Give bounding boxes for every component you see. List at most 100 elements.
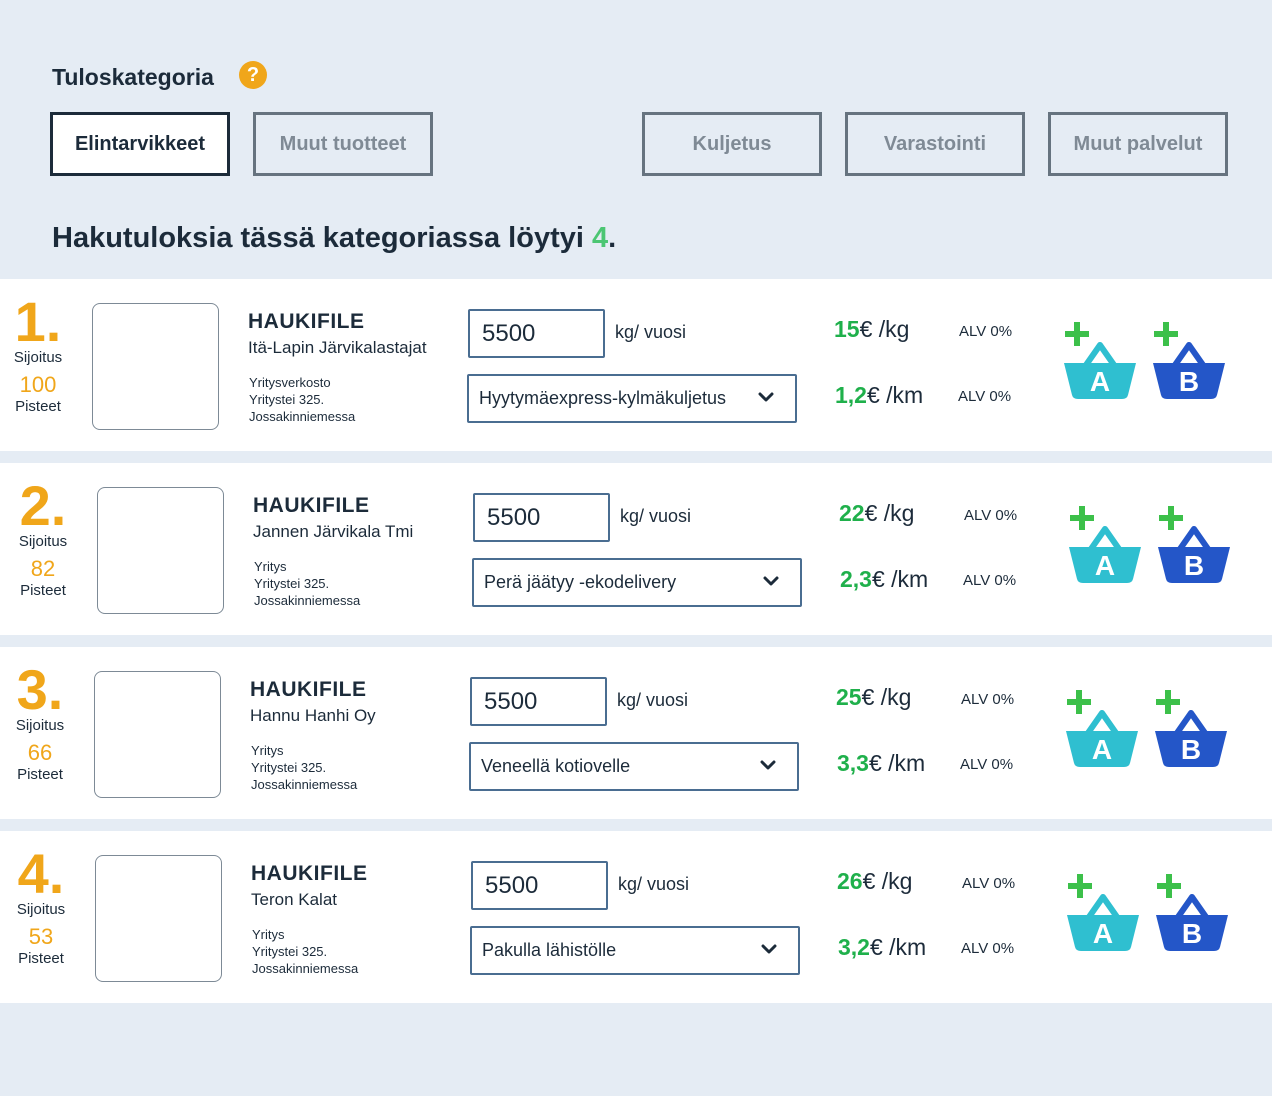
company-name: Jannen Järvikala Tmi <box>253 522 414 541</box>
chevron-down-icon <box>760 760 776 770</box>
delivery-select[interactable]: Perä jäätyy -ekodelivery <box>472 558 802 607</box>
rank-block: 3. Sijoitus 66 Pisteet <box>10 658 70 784</box>
quantity-input[interactable]: 5500 <box>473 493 610 542</box>
add-to-basket-a-button[interactable]: A <box>1067 503 1143 585</box>
basket-a-letter: A <box>1095 550 1115 581</box>
basket-a-icon: A <box>1067 506 1143 585</box>
plus-icon <box>1159 506 1183 530</box>
rank-label: Sijoitus <box>15 717 65 734</box>
address-line-1: Yritys <box>252 927 285 942</box>
result-card: 2. Sijoitus 82 Pisteet HAUKIFILE Jannen … <box>0 463 1272 635</box>
delivery-select-value: Pakulla lähistölle <box>482 940 617 960</box>
basket-b-icon: B <box>1153 690 1229 769</box>
currency-symbol: € <box>861 684 875 710</box>
address-line-2: Yritystei 325. <box>254 576 330 591</box>
address-line-1: Yritysverkosto <box>249 375 331 390</box>
add-to-basket-a-button[interactable]: A <box>1062 319 1138 401</box>
tab-elintarvikkeet[interactable]: Elintarvikkeet <box>50 112 230 176</box>
unit-km: /km <box>879 382 924 408</box>
product-name: HAUKIFILE <box>250 678 367 701</box>
tab-kuljetus[interactable]: Kuljetus <box>642 112 822 176</box>
unit-kg: /kg <box>872 316 910 342</box>
quantity-input[interactable]: 5500 <box>471 861 608 910</box>
basket-b-icon: B <box>1154 874 1230 953</box>
address-line-1: Yritys <box>251 743 284 758</box>
price-kg-value: 26 <box>837 868 863 894</box>
vat-label: ALV 0% <box>959 323 1013 340</box>
product-name: HAUKIFILE <box>251 862 368 885</box>
address-line-3: Jossakinniemessa <box>252 961 359 976</box>
results-count-number: 4 <box>591 222 609 254</box>
points-label: Pisteet <box>18 950 64 967</box>
price-km-value: 1,2 <box>835 382 867 408</box>
points-value: 82 <box>30 556 56 581</box>
rank-number: 2. <box>19 474 67 537</box>
company-logo <box>97 487 224 614</box>
points-value: 100 <box>19 372 57 397</box>
add-to-basket-a-button[interactable]: A <box>1064 687 1140 769</box>
vat-label: ALV 0% <box>961 940 1015 957</box>
quantity-input[interactable]: 5500 <box>470 677 607 726</box>
unit-km: /km <box>884 566 929 592</box>
tab-muut-palvelut[interactable]: Muut palvelut <box>1048 112 1228 176</box>
basket-a-icon: A <box>1062 322 1138 401</box>
rank-label: Sijoitus <box>18 533 68 550</box>
quantity-unit: kg/ vuosi <box>615 322 687 342</box>
result-card: 1. Sijoitus 100 Pisteet HAUKIFILE Itä-La… <box>0 279 1272 451</box>
vat-label: ALV 0% <box>961 691 1015 708</box>
quantity-unit: kg/ vuosi <box>617 690 689 710</box>
rank-number: 1. <box>14 290 62 353</box>
delivery-select-value: Veneellä kotiovelle <box>481 756 631 776</box>
basket-a-icon: A <box>1065 874 1141 953</box>
address-line-2: Yritystei 325. <box>251 760 327 775</box>
currency-symbol: € <box>871 566 885 592</box>
add-to-basket-a-button[interactable]: A <box>1065 871 1141 953</box>
result-card: 3. Sijoitus 66 Pisteet HAUKIFILE Hannu H… <box>0 647 1272 819</box>
add-to-basket-b-button[interactable]: B <box>1153 687 1229 769</box>
unit-km: /km <box>881 750 926 776</box>
delivery-select[interactable]: Pakulla lähistölle <box>470 926 800 975</box>
price-kg-value: 22 <box>839 500 865 526</box>
quantity-unit: kg/ vuosi <box>618 874 690 894</box>
price-per-km: 3,3€ /km <box>837 750 925 777</box>
help-icon[interactable]: ? <box>239 61 267 89</box>
basket-b-icon: B <box>1151 322 1227 401</box>
result-card: 4. Sijoitus 53 Pisteet HAUKIFILE Teron K… <box>0 831 1272 1003</box>
rank-block: 2. Sijoitus 82 Pisteet <box>13 474 73 600</box>
vat-label: ALV 0% <box>958 388 1012 405</box>
company-address: Yritys Yritystei 325. Jossakinniemessa <box>251 742 357 793</box>
plus-icon <box>1157 874 1181 898</box>
add-to-basket-b-button[interactable]: B <box>1151 319 1227 401</box>
price-per-kg: 25€ /kg <box>836 684 911 711</box>
delivery-select-value: Perä jäätyy -ekodelivery <box>484 572 677 592</box>
company-logo <box>95 855 222 982</box>
tab-varastointi[interactable]: Varastointi <box>845 112 1025 176</box>
plus-icon <box>1154 322 1178 346</box>
currency-symbol: € <box>859 316 873 342</box>
plus-icon <box>1068 874 1092 898</box>
points-value: 53 <box>28 924 54 949</box>
tab-muut-tuotteet[interactable]: Muut tuotteet <box>253 112 433 176</box>
company-name: Itä-Lapin Järvikalastajat <box>248 338 427 357</box>
product-name: HAUKIFILE <box>253 494 370 517</box>
address-line-1: Yritys <box>254 559 287 574</box>
basket-b-letter: B <box>1184 550 1204 581</box>
address-line-3: Jossakinniemessa <box>254 593 361 608</box>
points-label: Pisteet <box>20 582 66 599</box>
basket-b-letter: B <box>1182 918 1202 949</box>
results-count: Hakutuloksia tässä kategoriassa löytyi 4… <box>52 222 616 255</box>
price-km-value: 3,3 <box>837 750 869 776</box>
add-to-basket-b-button[interactable]: B <box>1156 503 1232 585</box>
delivery-select[interactable]: Veneellä kotiovelle <box>469 742 799 791</box>
basket-b-icon: B <box>1156 506 1232 585</box>
results-count-text: Hakutuloksia tässä kategoriassa löytyi <box>52 222 592 254</box>
price-per-kg: 15€ /kg <box>834 316 909 343</box>
plus-icon <box>1070 506 1094 530</box>
rank-number: 3. <box>16 658 64 721</box>
delivery-select[interactable]: Hyytymäexpress-kylmäkuljetus <box>467 374 797 423</box>
company-name: Hannu Hanhi Oy <box>250 706 376 725</box>
quantity-input[interactable]: 5500 <box>468 309 605 358</box>
add-to-basket-b-button[interactable]: B <box>1154 871 1230 953</box>
company-address: Yritys Yritystei 325. Jossakinniemessa <box>252 926 358 977</box>
company-name: Teron Kalat <box>251 890 337 909</box>
